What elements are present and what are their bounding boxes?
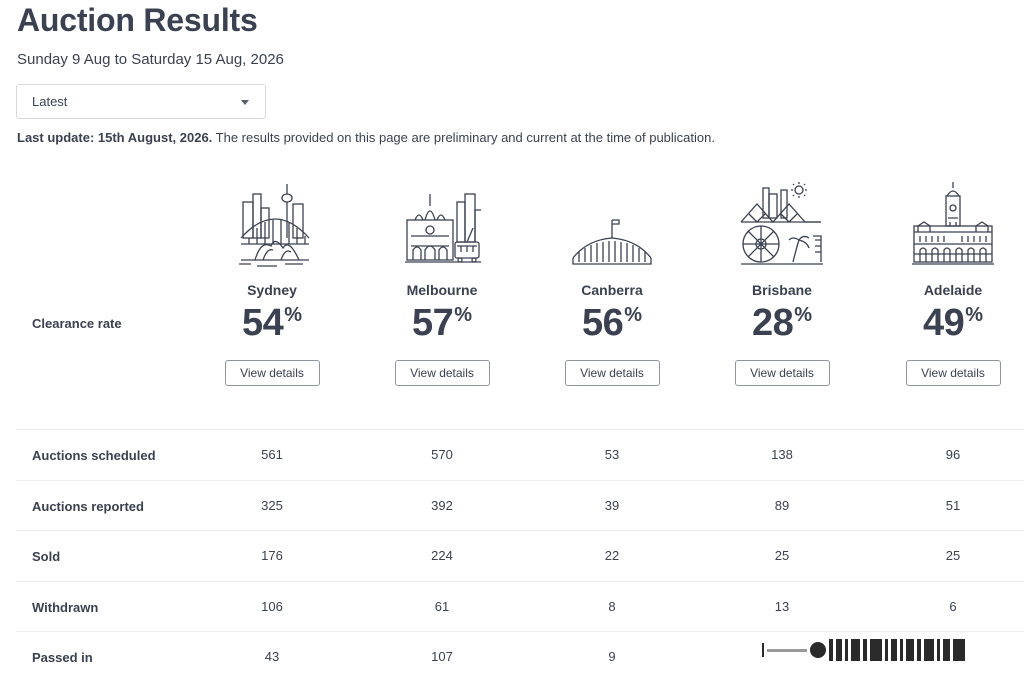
city-column-melbourne: Melbourne 57% View details <box>357 180 527 386</box>
row-label: Sold <box>32 549 61 564</box>
table-row: Auctions reported 325 392 39 89 51 <box>16 479 1024 531</box>
table-cell: 107 <box>431 649 453 664</box>
date-range: Sunday 9 Aug to Saturday 15 Aug, 2026 <box>17 51 284 68</box>
table-row: Passed in 43 107 9 <box>16 631 1024 681</box>
period-select[interactable]: Latest <box>16 84 266 119</box>
period-select-value: Latest <box>32 94 68 109</box>
city-name: Brisbane <box>752 282 812 298</box>
row-label: Withdrawn <box>32 599 99 615</box>
percent-sign: % <box>624 304 643 326</box>
table-cell: 25 <box>945 548 961 563</box>
view-details-button-adelaide[interactable]: View details <box>905 360 1001 386</box>
table-row: Withdrawn 106 61 8 13 6 <box>16 580 1024 632</box>
table-cell: 22 <box>604 548 620 563</box>
city-name: Sydney <box>247 282 297 298</box>
page-title: Auction Results <box>17 2 258 38</box>
melbourne-skyline-icon <box>405 193 481 263</box>
view-details-button-sydney[interactable]: View details <box>224 360 320 386</box>
table-row: Auctions scheduled 561 570 53 138 96 <box>16 429 1024 480</box>
row-label: Passed in <box>32 650 93 665</box>
sydney-skyline-icon <box>239 184 310 267</box>
watermark-graphic <box>762 636 1006 664</box>
table-cell: 561 <box>261 447 283 462</box>
city-name: Canberra <box>581 282 643 298</box>
city-name: Adelaide <box>923 282 983 298</box>
table-cell: 138 <box>771 447 793 462</box>
table-cell: 8 <box>608 598 616 614</box>
table-cell: 96 <box>945 447 961 462</box>
table-cell: 25 <box>774 548 790 563</box>
clearance-rate-label: Clearance rate <box>32 316 122 331</box>
clearance-rate: 49% <box>923 302 983 346</box>
update-disclaimer: The results provided on this page are pr… <box>212 130 715 145</box>
clearance-rate-value: 57 <box>411 302 454 344</box>
canberra-parliament-icon <box>572 219 652 265</box>
table-cell: 224 <box>431 548 453 563</box>
clearance-rate-value: 56 <box>581 302 624 344</box>
table-cell: 53 <box>604 447 620 462</box>
clearance-rate: 56% <box>582 302 642 346</box>
row-label: Auctions scheduled <box>32 448 156 463</box>
percent-sign: % <box>454 304 473 326</box>
table-cell: 325 <box>261 497 283 513</box>
table-cell: 51 <box>945 497 961 513</box>
table-row: Sold 176 224 22 25 25 <box>16 530 1024 581</box>
view-details-button-melbourne[interactable]: View details <box>394 360 490 386</box>
clearance-rate: 28% <box>752 302 812 346</box>
city-column-sydney: Sydney 54% View details <box>187 180 357 386</box>
table-cell: 176 <box>261 548 283 563</box>
table-cell: 392 <box>431 497 453 513</box>
view-details-button-brisbane[interactable]: View details <box>734 360 830 386</box>
city-column-adelaide: Adelaide 49% View details <box>868 180 1024 386</box>
row-label: Auctions reported <box>32 498 144 514</box>
table-cell: 39 <box>604 497 620 513</box>
adelaide-townhall-icon <box>912 182 994 265</box>
table-cell: 6 <box>949 598 957 614</box>
table-cell: 106 <box>261 598 283 614</box>
percent-sign: % <box>965 304 984 326</box>
update-note: Last update: 15th August, 2026. The resu… <box>17 130 715 145</box>
percent-sign: % <box>284 304 303 326</box>
table-cell: 9 <box>608 649 616 664</box>
update-date: Last update: 15th August, 2026. <box>17 130 213 145</box>
clearance-rate-value: 54 <box>241 302 284 344</box>
table-cell: 570 <box>431 447 453 462</box>
clearance-rate: 57% <box>412 302 472 346</box>
view-details-button-canberra[interactable]: View details <box>564 360 660 386</box>
auction-stats-table: Auctions scheduled 561 570 53 138 96 Auc… <box>16 429 1024 681</box>
table-cell: 89 <box>774 497 790 513</box>
table-cell: 13 <box>774 598 790 614</box>
clearance-rate-value: 28 <box>751 302 794 344</box>
brisbane-skyline-icon <box>740 182 823 265</box>
percent-sign: % <box>794 304 813 326</box>
caret-down-icon <box>241 100 249 105</box>
city-column-canberra: Canberra 56% View details <box>527 180 697 386</box>
city-column-brisbane: Brisbane 28% View details <box>697 180 867 386</box>
table-cell: 43 <box>264 649 280 664</box>
city-name: Melbourne <box>406 282 478 298</box>
clearance-rate-value: 49 <box>922 302 965 344</box>
table-cell: 61 <box>434 598 450 614</box>
clearance-rate: 54% <box>242 302 302 346</box>
